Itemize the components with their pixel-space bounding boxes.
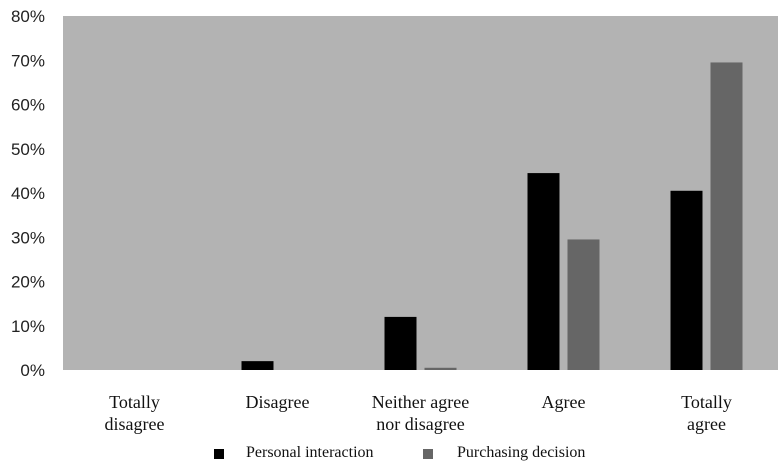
bar-purchasing-decision xyxy=(424,367,457,370)
y-tick-label: 40% xyxy=(11,184,45,203)
category-label: Neither agree nor disagree xyxy=(372,392,469,434)
category-label: Totally disagree xyxy=(105,392,165,434)
category-label: Agree xyxy=(542,392,586,412)
category-label: Totally agree xyxy=(681,392,732,434)
y-tick-label: 80% xyxy=(11,7,45,26)
y-axis-ticks: 0% 10% 20% 30% 40% 50% 60% 70% 80% xyxy=(11,7,45,380)
bar-personal-interaction xyxy=(384,316,417,370)
bar-personal-interaction xyxy=(241,361,274,370)
x-axis-labels: Totally disagree Disagree Neither agree nor … xyxy=(105,392,732,434)
y-tick-label: 70% xyxy=(11,51,45,70)
bars xyxy=(241,62,743,371)
y-tick-label: 0% xyxy=(20,361,45,380)
bar-purchasing-decision xyxy=(710,62,743,371)
category-label: Disagree xyxy=(246,392,310,412)
y-tick-label: 60% xyxy=(11,96,45,115)
y-tick-label: 50% xyxy=(11,140,45,159)
bar-personal-interaction xyxy=(527,173,560,370)
y-tick-label: 20% xyxy=(11,273,45,292)
bar-purchasing-decision xyxy=(567,239,600,370)
legend-swatch-personal-interaction xyxy=(214,449,224,459)
legend-label-purchasing-decision: Purchasing decision xyxy=(457,444,585,461)
plot-background xyxy=(63,16,778,370)
y-tick-label: 30% xyxy=(11,228,45,247)
legend-label-personal-interaction: Personal interaction xyxy=(246,444,374,461)
legend: Personal interaction Purchasing decision xyxy=(214,444,585,461)
y-tick-label: 10% xyxy=(11,317,45,336)
legend-swatch-purchasing-decision xyxy=(423,449,433,459)
bar-personal-interaction xyxy=(670,190,703,370)
